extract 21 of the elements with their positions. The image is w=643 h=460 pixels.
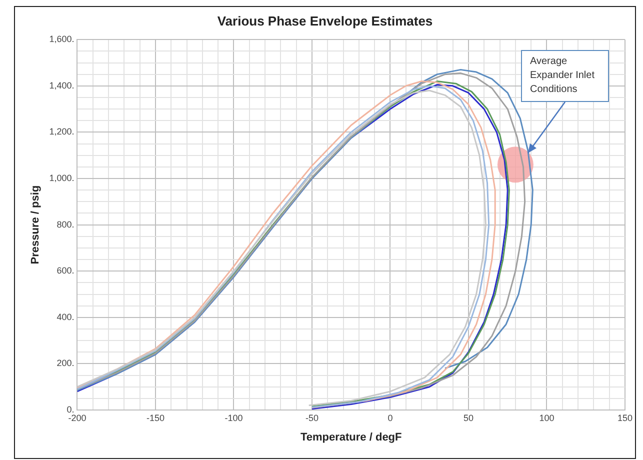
y-tick-label: 1,200. [49, 126, 74, 137]
x-tick-label: 50 [463, 412, 474, 423]
y-tick-label: 1,400. [49, 80, 74, 90]
x-tick-label: -50 [305, 412, 318, 423]
y-tick-label: 600. [56, 266, 74, 276]
x-tick-label: -100 [224, 412, 243, 423]
y-tick-label: 200. [56, 358, 74, 368]
y-tick-label: 800. [56, 219, 74, 230]
x-tick-label: 100 [539, 412, 554, 423]
annotation: Average Expander Inlet Conditions [521, 50, 609, 102]
y-tick-label: 400. [56, 312, 74, 322]
x-tick-label: 150 [617, 412, 633, 423]
x-tick-label: -200 [68, 412, 86, 423]
y-tick-label: 1,000. [49, 172, 74, 183]
y-tick-label: 1,600. [49, 34, 74, 44]
chart-title: Various Phase Envelope Estimates [217, 13, 433, 28]
x-tick-label: 0 [388, 412, 393, 423]
y-tick-label: 0. [66, 404, 74, 414]
y-axis-title: Pressure / psig [30, 185, 42, 264]
x-tick-label: -150 [146, 412, 164, 423]
x-axis-title: Temperature / degF [300, 431, 402, 444]
